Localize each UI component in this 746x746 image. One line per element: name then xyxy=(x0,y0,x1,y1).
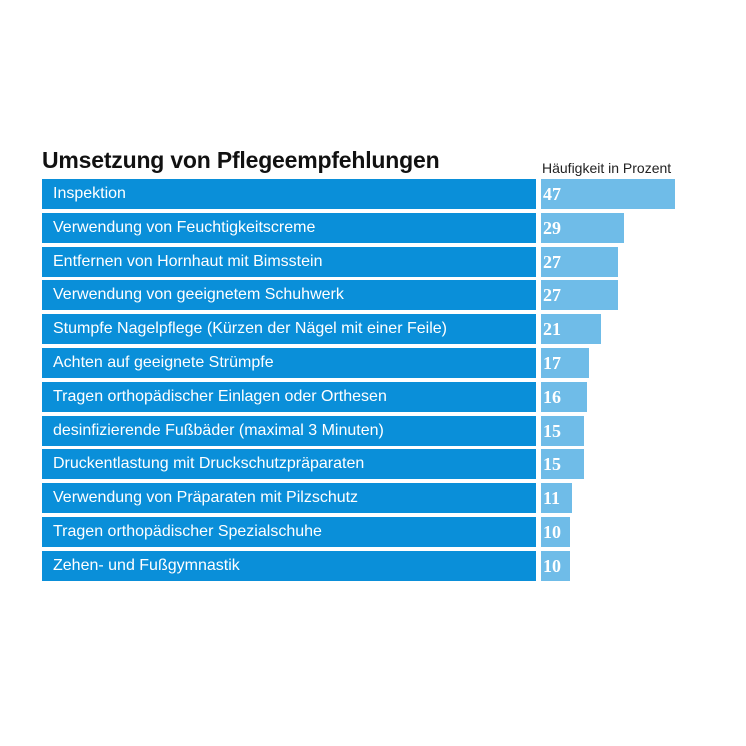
bar xyxy=(541,179,675,209)
bar-value-label: 10 xyxy=(543,556,561,576)
bar-value-label: 21 xyxy=(543,319,561,339)
bar-value-label: 27 xyxy=(543,285,561,305)
value-axis-header: Häufigkeit in Prozent xyxy=(542,160,672,176)
bar-value-label: 16 xyxy=(543,387,561,407)
bar xyxy=(541,416,584,446)
category-label: Verwendung von Präparaten mit Pilzschutz xyxy=(42,483,536,513)
bar-value-label: 10 xyxy=(543,522,561,542)
bar xyxy=(541,280,618,310)
chart-title: Umsetzung von Pflegeempfehlungen xyxy=(42,147,440,173)
category-label: Tragen orthopädischer Einlagen oder Orth… xyxy=(42,382,536,412)
category-label: Verwendung von geeignetem Schuhwerk xyxy=(42,280,536,310)
bar xyxy=(541,483,572,513)
category-label: Inspektion xyxy=(42,179,536,209)
category-label: Tragen orthopädischer Spezialschuhe xyxy=(42,517,536,547)
bar xyxy=(541,348,589,378)
category-label: Achten auf geeignete Strümpfe xyxy=(42,348,536,378)
bar-value-label: 15 xyxy=(543,454,561,474)
category-label: Zehen- und Fußgymnastik xyxy=(42,551,536,581)
bar xyxy=(541,314,601,344)
bar-value-label: 29 xyxy=(543,218,561,238)
category-label: Stumpfe Nagelpflege (Kürzen der Nägel mi… xyxy=(42,314,536,344)
bar xyxy=(541,382,587,412)
bar xyxy=(541,449,584,479)
bar xyxy=(541,247,618,277)
bar-value-label: 47 xyxy=(543,184,561,204)
category-label: Druckentlastung mit Druckschutzpräparate… xyxy=(42,449,536,479)
bar xyxy=(541,551,570,581)
bar xyxy=(541,517,570,547)
category-label: desinfizierende Fußbäder (maximal 3 Minu… xyxy=(42,416,536,446)
category-label: Verwendung von Feuchtigkeitscreme xyxy=(42,213,536,243)
bar-value-label: 27 xyxy=(543,252,561,272)
bar xyxy=(541,213,624,243)
category-label: Entfernen von Hornhaut mit Bimsstein xyxy=(42,247,536,277)
bar-value-label: 15 xyxy=(543,421,561,441)
bar-value-label: 11 xyxy=(543,488,561,508)
bar-value-label: 17 xyxy=(543,353,561,373)
